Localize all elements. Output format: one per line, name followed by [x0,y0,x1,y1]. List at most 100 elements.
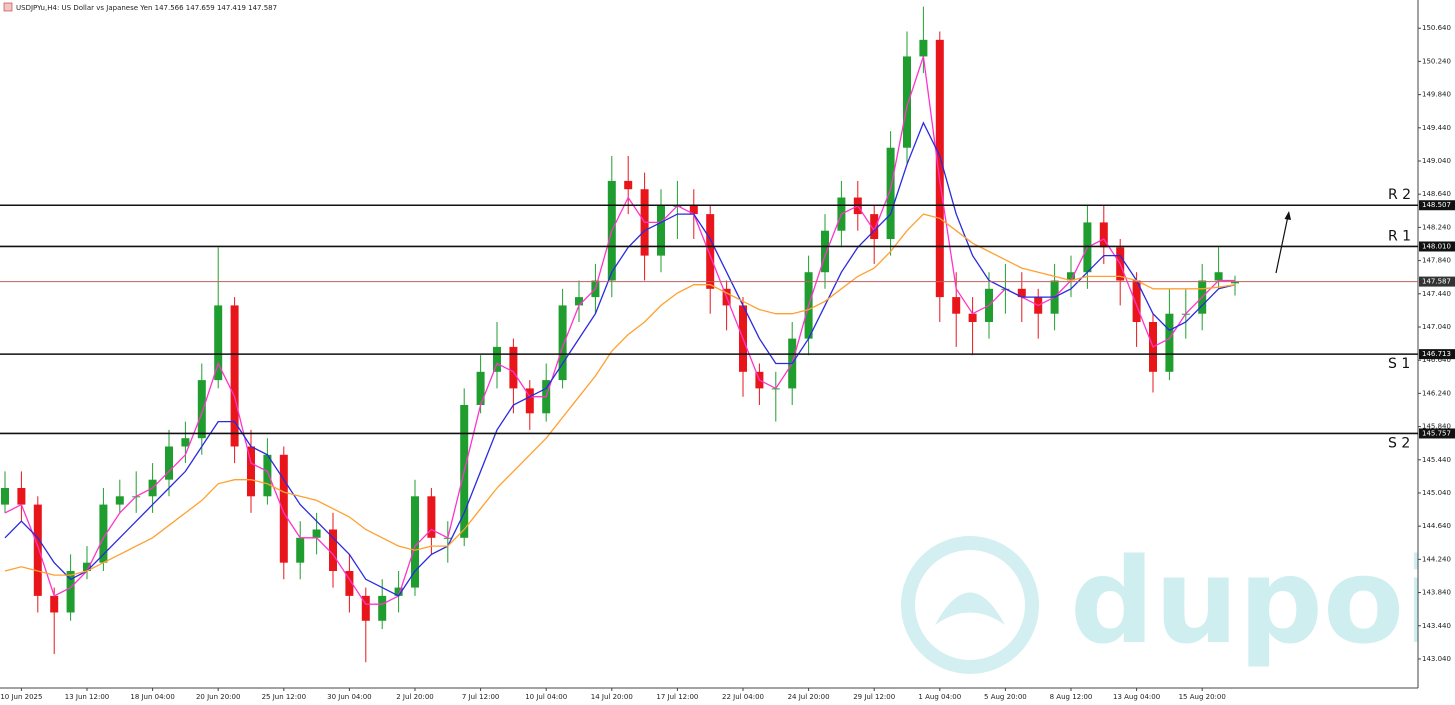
x-tick-label: 30 Jun 04:00 [327,693,371,701]
y-tick-label: 150.640 [1422,24,1451,32]
candle-body [1132,280,1141,323]
current-price-label: 147.587 [1422,278,1451,286]
level-tag-label: 145.757 [1422,429,1451,437]
x-tick-label: 13 Jun 12:00 [65,693,109,701]
candle-body [821,230,829,273]
level-tag [1419,349,1455,360]
candle-body [575,297,583,306]
x-tick-label: 15 Aug 20:00 [1179,693,1226,701]
level-name: R 2 [1388,187,1411,203]
x-tick-label: 13 Aug 04:00 [1113,693,1160,701]
candle-body [919,39,928,57]
candle-body [33,504,42,596]
y-tick-label: 148.240 [1422,223,1451,231]
candle-body [1,487,9,505]
candle-body [247,446,255,497]
level-tag [1419,241,1455,252]
candle-body [361,595,370,621]
candle-body [181,438,190,447]
y-tick-label: 149.840 [1422,91,1451,99]
level-tag-label: 148.507 [1422,201,1451,209]
candle-body [427,496,436,538]
candle-body [1067,272,1075,281]
candle-body [657,205,665,256]
watermark-text: dupoin [1070,532,1455,670]
x-tick-label: 5 Aug 20:00 [984,693,1027,701]
x-tick-label: 29 Jul 12:00 [853,693,895,701]
x-tick-label: 8 Aug 12:00 [1050,693,1093,701]
candle-body [279,454,288,563]
y-tick-label: 143.440 [1422,622,1451,630]
current-price-tag [1419,276,1455,287]
y-tick-label: 144.640 [1422,522,1451,530]
candle-body [1099,222,1108,248]
x-tick-label: 10 Jun 2025 [0,693,42,701]
watermark-logo [901,536,1039,674]
candle-body [50,595,59,613]
level-tag-label: 148.010 [1422,242,1451,250]
candle-body [312,529,321,538]
candle-body [378,595,387,621]
arrow-head [1284,211,1291,220]
x-tick-label: 18 Jun 04:00 [130,693,174,701]
y-tick-label: 148.640 [1422,190,1451,198]
x-tick-label: 2 Jul 20:00 [396,693,434,701]
moving-average-line [4,213,1236,576]
candle-body [99,504,108,563]
candle-body [1214,272,1223,281]
x-tick-label: 20 Jun 20:00 [196,693,240,701]
candle-body [411,496,419,588]
y-tick-label: 149.440 [1422,124,1451,132]
level-name: R 1 [1388,228,1411,244]
y-tick-label: 143.840 [1422,589,1451,597]
candle-body [509,346,518,389]
candle-body [1017,288,1026,298]
candle-body [476,371,485,405]
level-tag-label: 146.713 [1422,350,1451,358]
candle-body [558,305,567,381]
y-tick-label: 147.840 [1422,257,1451,265]
y-tick-label: 145.040 [1422,489,1451,497]
candle-body [935,39,944,298]
candle-body [870,214,879,240]
candle-body [83,562,91,571]
y-tick-label: 147.040 [1422,323,1451,331]
candle-body [115,496,124,505]
candle-body [903,56,911,148]
candle-body [493,346,501,372]
candle-body [214,305,223,381]
y-tick-label: 143.040 [1422,655,1451,663]
candle-body [624,180,633,190]
plot-area [1,6,1239,663]
candle-body [394,587,403,596]
candle-body [345,570,354,596]
candle-body [525,388,534,414]
x-tick-label: 17 Jul 12:00 [656,693,698,701]
candle-body [17,487,26,505]
y-tick-label: 149.040 [1422,157,1451,165]
y-tick-label: 145.840 [1422,423,1451,431]
candle-body [329,529,337,571]
candle-body [1231,281,1239,284]
x-tick-label: 14 Jul 20:00 [591,693,633,701]
y-tick-label: 147.440 [1422,290,1451,298]
candle-body [689,205,698,215]
x-tick-label: 10 Jul 04:00 [525,693,567,701]
arrow-shaft [1275,215,1289,274]
watermark-leaf [935,592,1005,625]
level-tag [1419,428,1455,439]
moving-average-line [4,56,1235,605]
candle-body [1165,313,1174,372]
x-tick-label: 24 Jul 20:00 [788,693,830,701]
candle-body [230,305,239,447]
y-tick-label: 144.240 [1422,555,1451,563]
candle-body [197,380,206,439]
level-name: S 1 [1388,356,1410,372]
level-name: S 2 [1388,435,1410,451]
candle-body [968,313,977,323]
moving-average-line [4,121,1236,597]
watermark: dupoin [901,532,1455,674]
symbol-icon [3,2,13,12]
